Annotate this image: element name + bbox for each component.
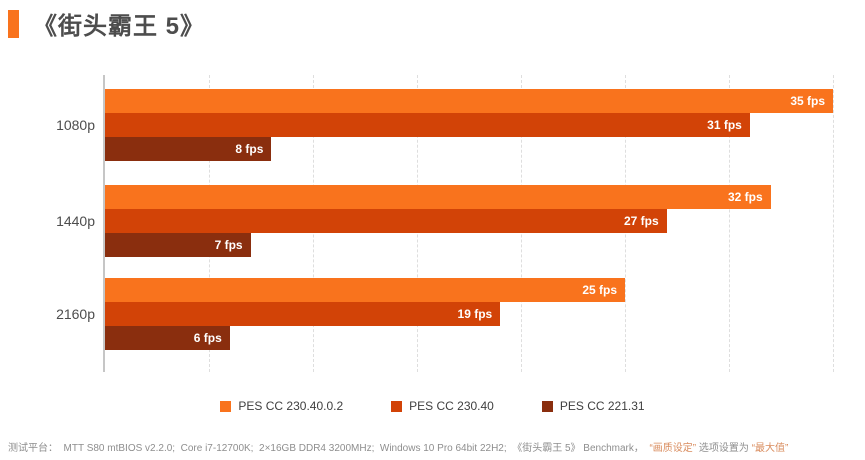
chart-header: 《街头霸王 5》 (8, 6, 205, 41)
gridline (729, 75, 731, 372)
bar: 6 fps (105, 326, 230, 350)
footer-text: 测试平台： MTT S80 mtBIOS v2.2.0; Core i7-127… (8, 443, 650, 454)
legend-label: PES CC 230.40 (409, 399, 494, 413)
bar-value-label: 35 fps (790, 94, 826, 108)
category-label: 1440p (56, 213, 95, 229)
bar: 35 fps (105, 89, 834, 113)
page-title: 《街头霸王 5》 (33, 13, 206, 40)
bar-group-1080p: 35 fps 31 fps 8 fps (105, 89, 842, 161)
legend-item: PES CC 230.40.0.2 (220, 399, 343, 413)
footer-note: 测试平台： MTT S80 mtBIOS v2.2.0; Core i7-127… (8, 442, 859, 455)
title-accent-bar (8, 9, 19, 38)
legend-swatch (541, 400, 553, 412)
bar-value-label: 8 fps (235, 142, 264, 156)
plot-area: 35 fps 31 fps 8 fps 32 fps 27 fps 7 fps 25 fps… (103, 75, 842, 372)
footer-text: 选项设置为 (696, 443, 752, 454)
gridline (833, 75, 835, 372)
bar-value-label: 32 fps (727, 190, 763, 204)
legend-swatch (391, 400, 403, 412)
bar-group-1440p: 32 fps 27 fps 7 fps (105, 185, 842, 257)
y-axis-labels: 1080p 1440p 2160p (0, 75, 95, 372)
bar: 25 fps (105, 278, 626, 302)
bar: 7 fps (105, 233, 251, 257)
bar-value-label: 25 fps (582, 283, 618, 297)
footer-highlight-text: “画质设定” (649, 443, 697, 454)
legend-label: PES CC 221.31 (559, 399, 645, 413)
bar: 19 fps (105, 302, 501, 326)
bar: 31 fps (105, 113, 750, 137)
category-label: 2160p (56, 306, 95, 322)
bar-group-2160p: 25 fps 19 fps 6 fps (105, 278, 842, 350)
legend-swatch (220, 400, 232, 412)
legend-item: PES CC 230.40 (391, 399, 494, 413)
bar-value-label: 7 fps (214, 238, 243, 252)
bar: 32 fps (105, 185, 771, 209)
legend-item: PES CC 221.31 (541, 399, 645, 413)
legend: PES CC 230.40.0.2 PES CC 230.40 PES CC 221… (0, 399, 865, 413)
bar-value-label: 27 fps (623, 214, 659, 228)
bar-value-label: 6 fps (193, 331, 222, 345)
bar-value-label: 31 fps (707, 118, 742, 132)
category-label: 1080p (56, 117, 95, 133)
bar-value-label: 19 fps (457, 307, 493, 321)
footer-highlight-text: “最大值” (751, 443, 789, 454)
bar: 8 fps (105, 137, 272, 161)
legend-label: PES CC 230.40.0.2 (238, 399, 344, 413)
bar: 27 fps (105, 209, 667, 233)
